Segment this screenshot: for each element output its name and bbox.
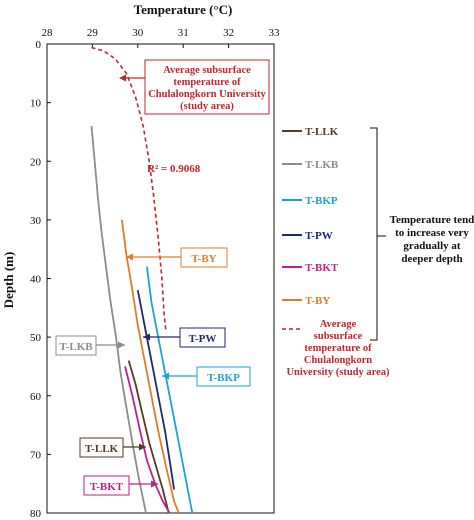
callout-label-t-by: T-BY [191,253,216,265]
callout-label-t-bkt: T-BKT [90,481,124,493]
study-area-line-4: (study area) [180,101,234,112]
note-line-4: deeper depth [401,253,462,265]
note-line-3: gradually at [403,240,460,252]
callout-arrowhead-t-bkp [162,372,169,380]
callout-layer: T-BY T-PW T-LKB T-BKP T-LLK T-BKT [55,247,251,496]
r-squared-label: R² = 0.9068 [147,163,201,175]
series-line-average-subsurface-temperature [91,46,167,332]
y-tick-label: 20 [30,156,42,168]
study-area-line-3: Chulalongkorn University [148,89,266,100]
x-tick-label: 32 [223,27,234,39]
legend-label-t-bkp: T-BKP [305,195,338,207]
x-tick-label: 29 [87,27,99,39]
series-line-t-bkp [146,266,194,514]
x-tick-label: 30 [132,27,144,39]
series-layer [90,46,194,514]
legend-label-average-line: Chulalongkorn [304,355,372,366]
x-tick-label: 28 [42,27,54,39]
study-area-line-1: Average subsurface [163,65,251,76]
series-line-t-bkt [124,366,171,514]
legend-label-t-bkt: T-BKT [305,262,339,274]
study-area-box [144,59,270,115]
y-tick-label: 50 [30,332,42,344]
callout-arrowhead-t-llk [139,443,146,451]
y-tick-label: 70 [30,449,42,461]
y-tick-label: 30 [30,215,42,227]
y-tick-label: 60 [30,391,42,403]
legend-label-average-line: temperature of [304,343,372,354]
callout-arrowhead-t-bkt [151,480,158,488]
callout-label-t-lkb: T-LKB [59,341,93,353]
y-tick-label: 80 [30,508,42,520]
y-tick-label: 0 [36,39,42,51]
x-tick-label: 33 [269,27,281,39]
callout-label-t-pw: T-PW [189,333,217,345]
series-line-t-pw [136,290,175,490]
legend-label-average-line: subsurface [314,331,363,342]
legend-label-average-line: Average [320,319,357,330]
series-line-t-by [121,219,180,514]
callout-arrowhead-t-pw [143,333,150,341]
callout-box-t-bkt [83,475,130,496]
legend-label-average-line: University (study area) [286,367,390,378]
legend-bracket [370,127,378,341]
series-line-t-lkb [90,126,147,514]
legend-label-t-pw: T-PW [305,230,333,242]
x-axis-title: Temperature (°C) [134,2,233,17]
y-tick-label: 10 [30,98,42,110]
callout-label-t-bkp: T-BKP [207,372,240,384]
callout-arrowhead-t-lkb [118,341,125,349]
study-area-arrowhead [119,74,126,82]
study-area-line-2: temperature of [173,77,241,88]
y-axis-title: Depth (m) [1,252,16,309]
y-tick-label: 40 [30,274,42,286]
axis-ticks: 28 29 30 31 32 33 0 10 20 30 40 50 60 70 80 [30,27,280,520]
legend-label-t-llk: T-LLK [305,126,339,138]
note-line-1: Temperature tend [390,214,474,226]
x-tick-label: 31 [178,27,189,39]
legend-label-t-by: T-BY [305,295,330,307]
note-line-2: to increase very [395,227,469,239]
series-line-t-llk [127,360,170,514]
callout-arrowhead-t-by [126,253,133,261]
callout-label-t-llk: T-LLK [85,443,119,455]
legend: T-LLK T-LKB T-BKP T-PW T-BKT T-BY Averagesubsu… [282,126,390,378]
legend-label-t-lkb: T-LKB [305,159,339,171]
